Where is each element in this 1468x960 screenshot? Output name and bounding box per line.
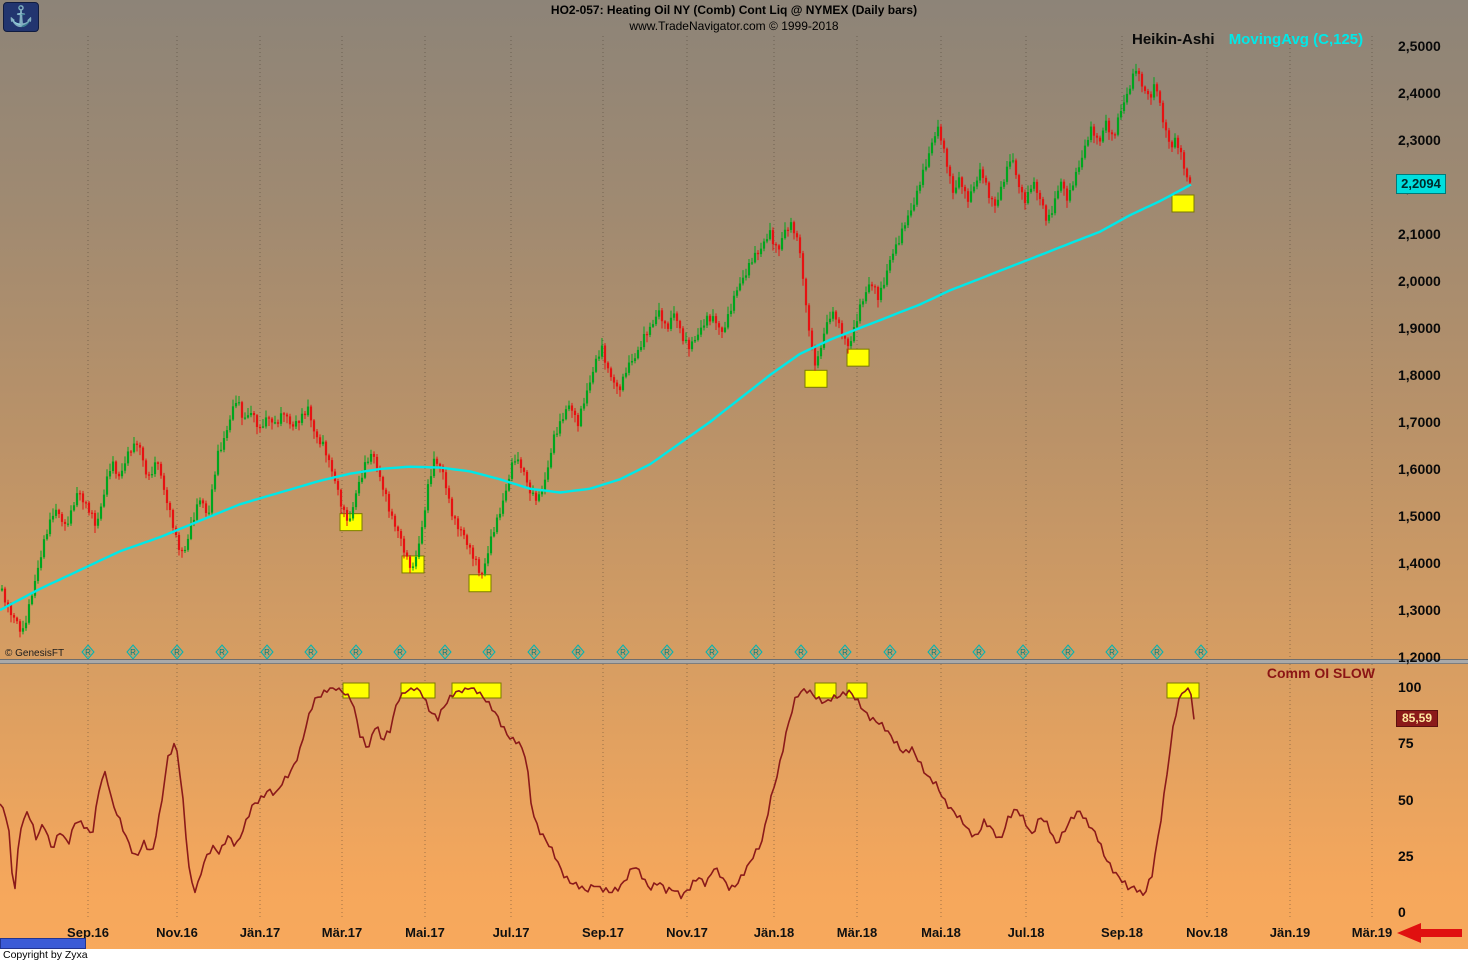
footer: Copyright by Zyxa	[0, 949, 1468, 960]
chart-header: HO2-057: Heating Oil NY (Comb) Cont Liq …	[0, 3, 1468, 33]
svg-text:R: R	[842, 648, 848, 657]
time-axis-label: Jul.18	[1007, 925, 1045, 940]
indicator-axis-label: 0	[1398, 904, 1406, 920]
svg-text:R: R	[1109, 648, 1115, 657]
signal-highlight	[846, 348, 870, 367]
price-axis-label: 2,3000	[1398, 132, 1441, 148]
svg-text:R: R	[308, 648, 314, 657]
price-axis-label: 2,5000	[1398, 38, 1441, 54]
svg-text:R: R	[709, 648, 715, 657]
time-axis-label: Jän.18	[753, 925, 795, 940]
svg-text:R: R	[219, 648, 225, 657]
svg-text:R: R	[442, 648, 448, 657]
time-axis-label: Sep.18	[1101, 925, 1143, 940]
time-axis-label: Sep.16	[67, 925, 109, 940]
copyright-text: Copyright by Zyxa	[3, 949, 88, 960]
price-axis-label: 1,9000	[1398, 320, 1441, 336]
time-axis-label: Nov.18	[1186, 925, 1228, 940]
time-axis-label: Mär.18	[836, 925, 878, 940]
svg-text:R: R	[1065, 648, 1071, 657]
moving-average-line	[0, 183, 1192, 612]
price-axis-label: 1,3000	[1398, 602, 1441, 618]
last-indicator-badge: 85,59	[1396, 710, 1438, 727]
time-axis-label: Mai.18	[921, 925, 961, 940]
svg-text:R: R	[887, 648, 893, 657]
time-axis-label: Mär.17	[321, 925, 363, 940]
svg-text:R: R	[976, 648, 982, 657]
signal-highlight	[804, 369, 828, 388]
price-axis-label: 1,7000	[1398, 414, 1441, 430]
legend-moving-avg[interactable]: MovingAvg (C,125)	[1228, 31, 1364, 48]
svg-text:R: R	[130, 648, 136, 657]
svg-text:R: R	[397, 648, 403, 657]
svg-text:R: R	[620, 648, 626, 657]
signal-highlights	[339, 194, 1200, 699]
svg-text:R: R	[486, 648, 492, 657]
indicator-axis-label: 100	[1398, 679, 1422, 695]
svg-text:R: R	[353, 648, 359, 657]
oscillator-line	[0, 687, 1195, 900]
svg-text:R: R	[174, 648, 180, 657]
svg-text:R: R	[1020, 648, 1026, 657]
time-axis-label: Jul.17	[492, 925, 530, 940]
signal-highlight	[339, 513, 363, 532]
time-axis-label: Nov.16	[156, 925, 198, 940]
svg-text:R: R	[264, 648, 270, 657]
svg-text:R: R	[1198, 648, 1204, 657]
svg-text:R: R	[798, 648, 804, 657]
price-axis-label: 1,2000	[1398, 649, 1441, 665]
price-axis-label: 1,6000	[1398, 461, 1441, 477]
svg-text:R: R	[531, 648, 537, 657]
time-axis-label: Mai.17	[405, 925, 445, 940]
time-axis-label: Jän.17	[239, 925, 281, 940]
signal-highlight	[814, 682, 837, 699]
price-axis-label: 2,0000	[1398, 273, 1441, 289]
scroll-arrow-icon[interactable]	[1397, 923, 1462, 943]
scrollbar-thumb[interactable]	[0, 938, 86, 949]
price-axis-label: 2,1000	[1398, 226, 1441, 242]
signal-highlight	[468, 574, 492, 593]
chart-title: HO2-057: Heating Oil NY (Comb) Cont Liq …	[550, 3, 918, 17]
indicator-axis-label: 75	[1398, 735, 1414, 752]
svg-text:R: R	[664, 648, 670, 657]
price-axis-label: 2,4000	[1398, 85, 1441, 101]
month-gridlines	[87, 36, 1373, 918]
signal-highlight	[1171, 194, 1195, 213]
time-axis-label: Nov.17	[666, 925, 708, 940]
candlestick-series	[0, 63, 1192, 638]
signal-highlight	[1166, 682, 1200, 699]
price-axis-label: 1,8000	[1398, 367, 1441, 383]
price-axis-label: 1,5000	[1398, 508, 1441, 524]
svg-text:R: R	[1154, 648, 1160, 657]
legend-heikin-ashi[interactable]: Heikin-Ashi	[1132, 31, 1215, 48]
svg-text:R: R	[753, 648, 759, 657]
time-axis-label: Sep.17	[582, 925, 624, 940]
chart-subtitle: www.TradeNavigator.com © 1999-2018	[629, 19, 839, 33]
anchor-icon: ⚓	[8, 6, 34, 28]
svg-text:R: R	[931, 648, 937, 657]
legend: Heikin-Ashi MovingAvg (C,125)	[1132, 31, 1363, 48]
indicator-axis-label: 25	[1398, 847, 1414, 864]
last-price-badge: 2,2094	[1396, 174, 1446, 194]
signal-highlight	[400, 682, 436, 699]
panel-divider[interactable]	[0, 659, 1468, 664]
indicator-axis-label: 50	[1398, 791, 1414, 808]
genesis-watermark: © GenesisFT	[5, 648, 65, 659]
time-axis-label: Jän.19	[1269, 925, 1311, 940]
time-axis-label: Mär.19	[1351, 925, 1393, 940]
signal-highlight	[342, 682, 370, 699]
svg-text:R: R	[85, 648, 91, 657]
app-logo[interactable]: ⚓	[3, 2, 39, 32]
price-axis-label: 1,4000	[1398, 555, 1441, 571]
svg-text:R: R	[575, 648, 581, 657]
indicator-title[interactable]: Comm OI SLOW	[1266, 665, 1375, 681]
signal-highlight	[451, 682, 502, 699]
